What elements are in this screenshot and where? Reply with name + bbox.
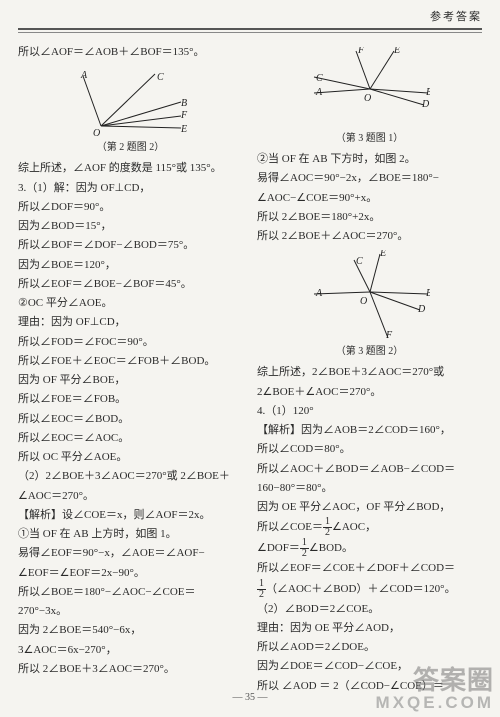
text-line: 所以∠BOE＝180°−∠AOC−∠COE＝ [18,583,243,602]
text-line: 所以 2∠BOE＋∠AOC＝270°。 [257,227,482,246]
text-span: ∠DOF＝ [257,542,300,554]
text-line: 所以∠BOF＝∠DOF−∠BOD＝75°。 [18,236,243,255]
text-line: 270°−3x。 [18,602,243,621]
text-line: ②OC 平分∠AOE。 [18,294,243,313]
svg-text:E: E [379,250,386,259]
svg-text:E: E [393,47,400,56]
watermark: 答案圈 MXQE.COM [376,666,494,713]
text-line: 【解析】设∠COE＝x，则∠AOF＝2x。 [18,506,243,525]
svg-text:D: D [417,304,426,315]
text-span: （∠AOC＋∠BOD）＋∠COD＝120°。 [266,583,456,595]
text-line: （2）∠BOD＝2∠COE。 [257,600,482,619]
text-line: 所以∠FOD＝∠FOC＝90°。 [18,333,243,352]
text-line: （2）2∠BOE＋3∠AOC＝270°或 2∠BOE＋ [18,467,243,486]
text-span: 所以∠COE＝ [257,521,323,533]
svg-text:A: A [80,70,88,81]
text-line: ∠DOF＝12∠BOD。 [257,538,482,559]
svg-text:A: A [315,87,323,98]
right-column: EFCABDO （第 3 题图 1） ②当 OF 在 AB 下方时，如图 2。 … [257,43,482,696]
svg-text:B: B [426,87,430,98]
text-line: 所以∠EOF＝∠BOE−∠BOF＝45°。 [18,275,243,294]
text-line: 易得∠EOF＝90°−x，∠AOE＝∠AOF− [18,544,243,563]
svg-text:C: C [356,256,363,267]
text-line: 理由：因为 OE 平分∠AOD， [257,619,482,638]
figure-star2: E C A BD F O [310,250,430,340]
text-line: ②当 OF 在 AB 下方时，如图 2。 [257,150,482,169]
svg-text:C: C [157,72,164,83]
svg-text:O: O [93,128,100,136]
text-line: 因为 2∠BOE＝540°−6x， [18,621,243,640]
text-line: 所以 2∠BOE＝180°+2x。 [257,208,482,227]
text-line: ∠AOC−∠COE＝90°+x。 [257,189,482,208]
text-line: 综上所述，∠AOF 的度数是 115°或 135°。 [18,159,243,178]
text-line: 所以∠AOC＋∠BOD＝∠AOB−∠COD＝ [257,460,482,479]
text-line: 160−80°＝80°。 [257,479,482,498]
svg-text:E: E [180,124,187,135]
text-line: ①当 OF 在 AB 上方时，如图 1。 [18,525,243,544]
figure-caption: （第 3 题图 1） [257,129,482,144]
svg-text:O: O [360,296,367,307]
watermark-line2: MXQE.COM [376,694,494,713]
text-line: ∠EOF＝∠EOF＝2x−90°。 [18,564,243,583]
text-span: ∠BOD。 [309,542,353,554]
fraction: 12 [323,517,332,538]
text-line: 12（∠AOC＋∠BOD）＋∠COD＝120°。 [257,579,482,600]
text-line: ∠AOC＝270°。 [18,487,243,506]
fraction: 12 [300,538,309,559]
page-header: 参考答案 [18,8,482,30]
figure-caption: （第 3 题图 2） [257,342,482,357]
content-columns: 所以∠AOF＝∠AOB＋∠BOF＝135°。 ACBFEO （第 2 题图 2）… [18,43,482,696]
text-line: 所以∠DOF＝90°。 [18,198,243,217]
svg-text:F: F [385,330,393,340]
text-line: 4.（1）120° [257,402,482,421]
figure-fan: A C BFE O [71,66,191,136]
fraction: 12 [257,579,266,600]
text-line: 所以∠EOC＝∠BOD。 [18,410,243,429]
left-column: 所以∠AOF＝∠AOB＋∠BOF＝135°。 A C BFE O （第 2 题图 2）… [18,43,243,696]
text-line: 所以∠COD＝80°。 [257,440,482,459]
text-line: 所以 OC 平分∠AOE。 [18,448,243,467]
text-line: 所以∠FOE＝∠FOB。 [18,390,243,409]
svg-text:O: O [364,93,371,104]
text-line: 【解析】因为∠AOB＝2∠COD＝160°， [257,421,482,440]
text-line: 综上所述，2∠BOE＋3∠AOC＝270°或 [257,363,482,382]
text-line: 易得∠AOC＝90°−2x，∠BOE＝180°− [257,169,482,188]
text-line: 因为 OF 平分∠BOE， [18,371,243,390]
watermark-line1: 答案圈 [376,666,494,695]
svg-text:B: B [181,98,187,109]
svg-text:B: B [426,288,430,299]
svg-text:F: F [180,110,188,121]
text-line: 理由：因为 OF⊥CD， [18,313,243,332]
text-span: ∠AOC， [332,521,376,533]
text-line: 所以∠AOF＝∠AOB＋∠BOF＝135°。 [18,43,243,62]
text-line: 所以∠COE＝12∠AOC， [257,517,482,538]
header-rule [18,32,482,33]
svg-text:C: C [316,73,323,84]
text-line: 所以 2∠BOE＋3∠AOC＝270°。 [18,660,243,679]
svg-text:F: F [357,47,365,56]
text-line: 因为 OE 平分∠AOC，OF 平分∠BOD， [257,498,482,517]
svg-text:A: A [315,288,323,299]
text-line: 所以∠EOC＝∠AOC。 [18,429,243,448]
text-line: 所以∠EOF＝∠COE＋∠DOF＋∠COD＝ [257,559,482,578]
text-line: 3.（1）解：因为 OF⊥CD， [18,179,243,198]
text-line: 因为∠BOD＝15°， [18,217,243,236]
text-line: 3∠AOC＝6x−270°， [18,641,243,660]
text-line: 因为∠BOE＝120°， [18,256,243,275]
text-line: 所以∠FOE＋∠EOC＝∠FOB＋∠BOD。 [18,352,243,371]
figure-caption: （第 2 题图 2） [18,138,243,153]
figure-star1: E F CA BD O [310,47,430,127]
text-line: 2∠BOE＋∠AOC＝270°。 [257,383,482,402]
svg-text:D: D [421,99,430,110]
text-line: 所以∠AOD＝2∠DOE。 [257,638,482,657]
